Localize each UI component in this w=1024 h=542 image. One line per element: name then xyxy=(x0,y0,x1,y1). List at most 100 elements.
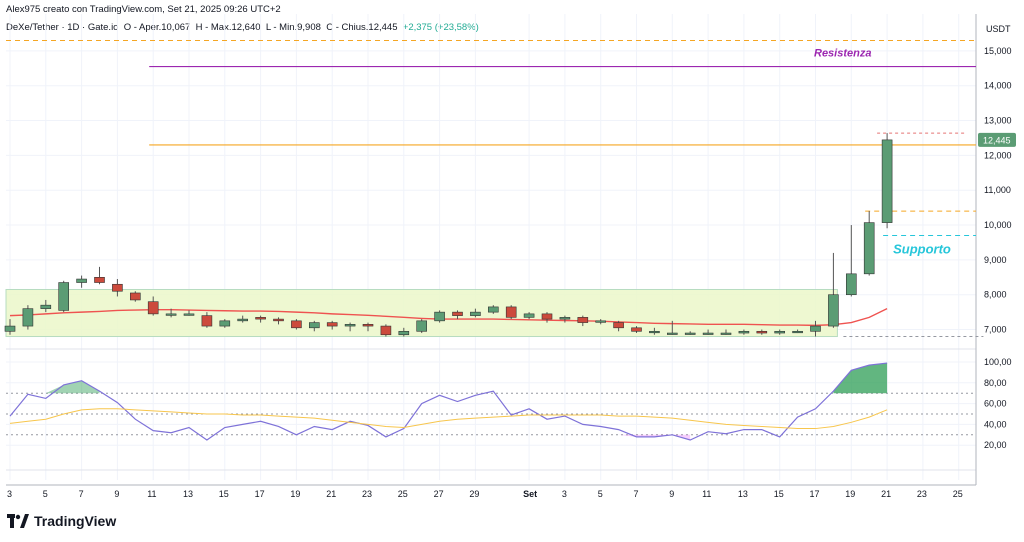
time-tick-label: 17 xyxy=(255,489,265,499)
rsi-tick-label: 100,00 xyxy=(984,357,1012,367)
rsi-signal-line xyxy=(9,408,888,430)
time-tick-label: 11 xyxy=(147,489,156,499)
candle-up[interactable] xyxy=(666,332,678,335)
time-tick-label: 13 xyxy=(183,489,193,499)
candle-up[interactable] xyxy=(792,330,803,334)
price-tick-label: 14,000 xyxy=(984,81,1012,91)
candle-down[interactable] xyxy=(613,322,624,329)
candle-down[interactable] xyxy=(291,320,302,329)
time-tick-label: 17 xyxy=(810,489,820,499)
candle-up[interactable] xyxy=(40,304,52,309)
candle-up[interactable] xyxy=(523,313,535,318)
candle-down[interactable] xyxy=(94,277,105,283)
candle-up[interactable] xyxy=(183,313,195,316)
candle-down[interactable] xyxy=(326,322,338,327)
candle-down[interactable] xyxy=(452,311,463,316)
candle-down[interactable] xyxy=(255,317,266,320)
last-price-label: 12,445 xyxy=(983,135,1011,145)
time-tick-label: 23 xyxy=(917,489,927,499)
tradingview-logo[interactable]: TradingView xyxy=(7,513,116,529)
price-tick-label: 15,000 xyxy=(984,46,1012,56)
rsi-oversold-fill xyxy=(618,434,691,440)
candle-up[interactable] xyxy=(416,320,428,332)
time-tick-label: 11 xyxy=(702,489,711,499)
candle-down[interactable] xyxy=(112,283,123,292)
candle-up[interactable] xyxy=(720,332,732,335)
brand-name: TradingView xyxy=(34,513,117,529)
candle-up[interactable] xyxy=(881,139,893,223)
time-tick-label: 3 xyxy=(7,489,12,499)
candle-up[interactable] xyxy=(774,330,786,334)
candle-down[interactable] xyxy=(130,292,141,301)
candle-up[interactable] xyxy=(828,294,839,327)
time-axis: 3 5 7 9 11 13 15 17 19 21 23 25 27 29 Set 3 5 7 9 11 13 15 17 1… xyxy=(7,489,963,499)
candle-down[interactable] xyxy=(380,325,392,336)
time-tick-label: 25 xyxy=(953,489,963,499)
open-value: O - Aper.10,067 xyxy=(123,22,191,33)
candle-up[interactable] xyxy=(845,273,857,296)
time-tick-label: 19 xyxy=(845,489,855,499)
rsi-tick-label: 20,00 xyxy=(984,440,1007,450)
candle-up[interactable] xyxy=(595,320,607,323)
candle-up[interactable] xyxy=(398,330,410,336)
low-value: L - Min.9,908 xyxy=(265,22,321,33)
candle-up[interactable] xyxy=(470,311,481,316)
time-tick-label: 9 xyxy=(669,489,674,499)
candles xyxy=(4,133,893,337)
time-tick-label: 5 xyxy=(598,489,603,499)
rsi-line xyxy=(9,362,888,441)
resistenza-label: Resistenza xyxy=(814,48,871,60)
rsi-tick-label: 80,00 xyxy=(984,378,1007,388)
candle-down[interactable] xyxy=(756,330,768,334)
price-tick-label: 9,000 xyxy=(984,255,1007,265)
price-tick-label: 10,000 xyxy=(984,220,1012,230)
candle-up[interactable] xyxy=(58,282,70,311)
time-tick-label: 15 xyxy=(219,489,229,499)
time-tick-label: 27 xyxy=(434,489,444,499)
candle-down[interactable] xyxy=(541,313,553,320)
candle-down[interactable] xyxy=(273,318,284,322)
candle-down[interactable] xyxy=(505,306,517,318)
candle-up[interactable] xyxy=(4,325,16,332)
candle-up[interactable] xyxy=(76,278,87,283)
candle-up[interactable] xyxy=(219,320,231,327)
time-tick-label: 15 xyxy=(774,489,784,499)
time-tick-label: 9 xyxy=(114,489,119,499)
time-tick-label: 19 xyxy=(290,489,300,499)
rsi-tick-label: 60,00 xyxy=(984,399,1007,409)
candle-up[interactable] xyxy=(810,325,821,332)
close-value: C - Chius.12,445 xyxy=(326,22,398,33)
candle-up[interactable] xyxy=(434,311,445,322)
time-tick-label: 29 xyxy=(469,489,479,499)
candle-up[interactable] xyxy=(863,222,875,275)
candle-up[interactable] xyxy=(702,332,714,335)
supporto-label: Supporto xyxy=(893,242,951,257)
candle-down[interactable] xyxy=(577,317,589,323)
candle-up[interactable] xyxy=(559,317,571,320)
candle-up[interactable] xyxy=(308,322,320,329)
candle-up[interactable] xyxy=(684,332,696,335)
candle-down[interactable] xyxy=(201,315,213,327)
candle-up[interactable] xyxy=(649,330,660,334)
time-tick-label: 21 xyxy=(881,489,891,499)
symbol-label[interactable]: DeXe/Tether · 1D · Gate.io xyxy=(6,22,119,33)
candle-down[interactable] xyxy=(147,301,159,315)
candle-up[interactable] xyxy=(738,330,750,334)
price-tick-label: 13,000 xyxy=(984,116,1012,126)
grid xyxy=(6,14,976,480)
candle-up[interactable] xyxy=(487,306,499,313)
candle-up[interactable] xyxy=(22,308,34,327)
last-price-tag xyxy=(978,132,1016,147)
rsi-overbought-fill xyxy=(833,363,888,394)
currency-label[interactable]: USDT xyxy=(986,24,1011,34)
time-tick-label: 5 xyxy=(43,489,48,499)
price-tick-label: 12,000 xyxy=(984,150,1012,160)
candle-down[interactable] xyxy=(362,324,374,327)
candle-up[interactable] xyxy=(344,324,356,327)
time-tick-label: 13 xyxy=(738,489,748,499)
candle-up[interactable] xyxy=(237,318,248,322)
candle-down[interactable] xyxy=(631,327,642,332)
candle-up[interactable] xyxy=(165,313,177,316)
time-tick-label: 7 xyxy=(79,489,84,499)
